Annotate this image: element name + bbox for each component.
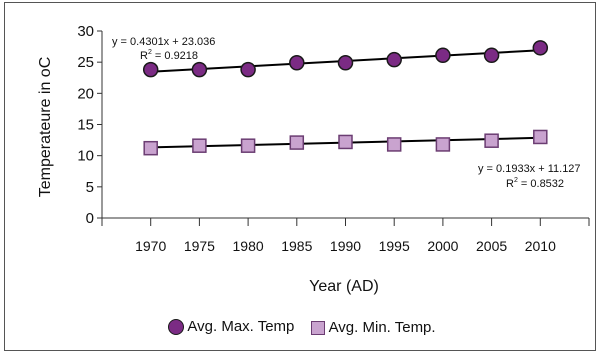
max-temp-point	[337, 55, 354, 71]
max-temp-point	[532, 40, 549, 56]
max-temp-point	[386, 51, 402, 68]
min-temp-point	[240, 138, 256, 153]
min-temp-point	[338, 134, 353, 150]
chart-legend: Avg. Max. Temp Avg. Min. Temp.	[0, 318, 604, 339]
y-axis-label: Temperateure in oC	[37, 57, 54, 198]
y-tick-label: 5	[86, 179, 94, 196]
x-tick-label: 2010	[525, 238, 556, 254]
x-tick-label: 2000	[427, 238, 458, 254]
legend-label-max: Avg. Max. Temp	[187, 318, 295, 335]
y-tick-label: 30	[77, 23, 94, 40]
max-trendline-r2: R2 = 0.9218	[140, 49, 198, 62]
min-temp-point	[143, 140, 158, 156]
y-tick-label: 0	[86, 210, 94, 227]
legend-square-marker	[310, 320, 325, 335]
y-tick-label: 20	[77, 85, 94, 102]
max-temp-point	[435, 47, 451, 64]
min-temp-point	[289, 135, 305, 150]
legend-circle-marker	[168, 318, 185, 335]
x-tick-label: 1995	[379, 238, 410, 254]
legend-item-min: Avg. Min. Temp.	[310, 319, 436, 336]
x-tick-label: 2005	[476, 238, 507, 254]
max-temp-point	[191, 61, 208, 78]
y-tick-label: 25	[77, 54, 94, 71]
x-tick-label: 1985	[281, 238, 312, 254]
x-axis-label: Year (AD)	[309, 278, 379, 295]
legend-item-max: Avg. Max. Temp	[168, 318, 294, 335]
min-trendline-equation: y = 0.1933x + 11.127	[478, 163, 581, 175]
min-temp-point	[192, 138, 207, 153]
min-trendline-r2: R2 = 0.8532	[506, 177, 564, 190]
x-tick-label: 1980	[233, 238, 264, 254]
x-tick-label: 1975	[184, 238, 215, 254]
min-temp-point	[435, 137, 451, 152]
min-temp-point	[533, 129, 548, 145]
x-tick-label: 1990	[330, 238, 361, 254]
legend-label-min: Avg. Min. Temp.	[328, 319, 436, 336]
max-temp-point	[289, 55, 305, 71]
min-temp-point	[484, 133, 499, 148]
y-tick-label: 10	[77, 148, 94, 165]
x-tick-label: 1970	[135, 238, 166, 254]
max-trendline-equation: y = 0.4301x + 23.036	[112, 36, 215, 48]
max-temp-point	[240, 61, 256, 78]
y-tick-label: 15	[77, 117, 94, 134]
max-temp-point	[142, 61, 159, 78]
max-temp-point	[483, 47, 500, 64]
min-temp-point	[386, 137, 402, 152]
